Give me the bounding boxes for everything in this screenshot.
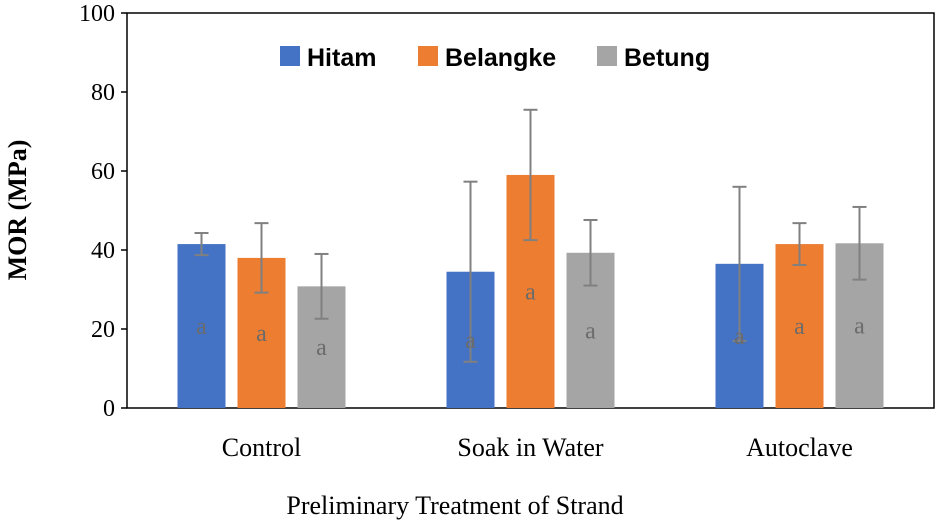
y-tick-label: 20	[91, 317, 115, 343]
y-tick-label: 0	[103, 396, 115, 422]
legend-swatch-belangke	[418, 46, 438, 66]
y-tick-label: 60	[91, 159, 115, 185]
bar-hitam-control	[177, 244, 226, 408]
bar-belangke-autoclave	[775, 244, 824, 408]
significance-label: a	[585, 318, 596, 344]
x-category-label: Autoclave	[746, 433, 853, 462]
significance-label: a	[465, 328, 476, 354]
legend-label-betung: Betung	[624, 44, 710, 72]
significance-label: a	[525, 279, 536, 305]
significance-label: a	[316, 335, 327, 361]
significance-label: a	[854, 314, 865, 340]
legend-swatch-betung	[597, 46, 617, 66]
y-axis: 0 20 40 60 80 100	[79, 1, 127, 422]
significance-label: a	[734, 324, 745, 350]
significance-label: a	[196, 314, 207, 340]
y-tick-label: 80	[91, 80, 115, 106]
x-axis-title: Preliminary Treatment of Strand	[286, 491, 623, 520]
significance-label: a	[256, 321, 267, 347]
bars-group: a a a a a a a a a	[177, 108, 884, 408]
significance-label: a	[794, 314, 805, 340]
x-axis: Control Soak in Water Autoclave	[222, 433, 853, 462]
y-tick-label: 100	[79, 1, 115, 27]
legend: Hitam Belangke Betung	[280, 44, 710, 72]
x-category-label: Soak in Water	[457, 433, 604, 462]
x-category-label: Control	[222, 433, 301, 462]
legend-label-hitam: Hitam	[307, 44, 376, 72]
y-tick-label: 40	[91, 238, 115, 264]
legend-swatch-hitam	[280, 46, 300, 66]
y-axis-title: MOR (MPa)	[3, 140, 32, 281]
legend-label-belangke: Belangke	[445, 44, 556, 72]
